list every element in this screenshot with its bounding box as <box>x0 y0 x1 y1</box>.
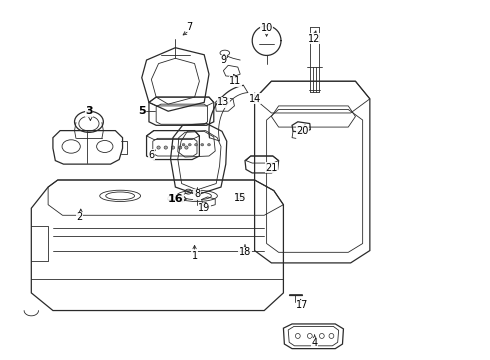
Text: 17: 17 <box>296 300 309 310</box>
Ellipse shape <box>157 146 160 149</box>
Text: 20: 20 <box>296 126 309 136</box>
Text: 4: 4 <box>312 338 318 348</box>
Text: 15: 15 <box>234 193 246 203</box>
Text: 6: 6 <box>148 150 154 159</box>
Text: 21: 21 <box>265 163 278 173</box>
Text: 7: 7 <box>187 22 193 32</box>
Text: 3: 3 <box>85 106 93 116</box>
Ellipse shape <box>172 146 174 149</box>
Text: 11: 11 <box>229 76 242 86</box>
Ellipse shape <box>182 144 185 146</box>
Text: 16: 16 <box>168 194 183 204</box>
Text: 5: 5 <box>138 106 146 116</box>
Ellipse shape <box>178 146 182 149</box>
Text: 19: 19 <box>198 203 210 213</box>
Text: 14: 14 <box>248 94 261 104</box>
Text: 1: 1 <box>192 251 197 261</box>
Ellipse shape <box>208 144 210 146</box>
Text: 10: 10 <box>261 23 273 33</box>
Text: 13: 13 <box>217 98 229 107</box>
Ellipse shape <box>201 144 204 146</box>
Ellipse shape <box>185 146 188 149</box>
Text: 2: 2 <box>76 212 82 222</box>
Text: 8: 8 <box>194 189 200 199</box>
Ellipse shape <box>164 146 168 149</box>
Text: 12: 12 <box>308 34 321 44</box>
Text: 9: 9 <box>220 55 226 65</box>
Text: 18: 18 <box>239 247 251 257</box>
Ellipse shape <box>195 144 197 146</box>
Ellipse shape <box>188 144 191 146</box>
